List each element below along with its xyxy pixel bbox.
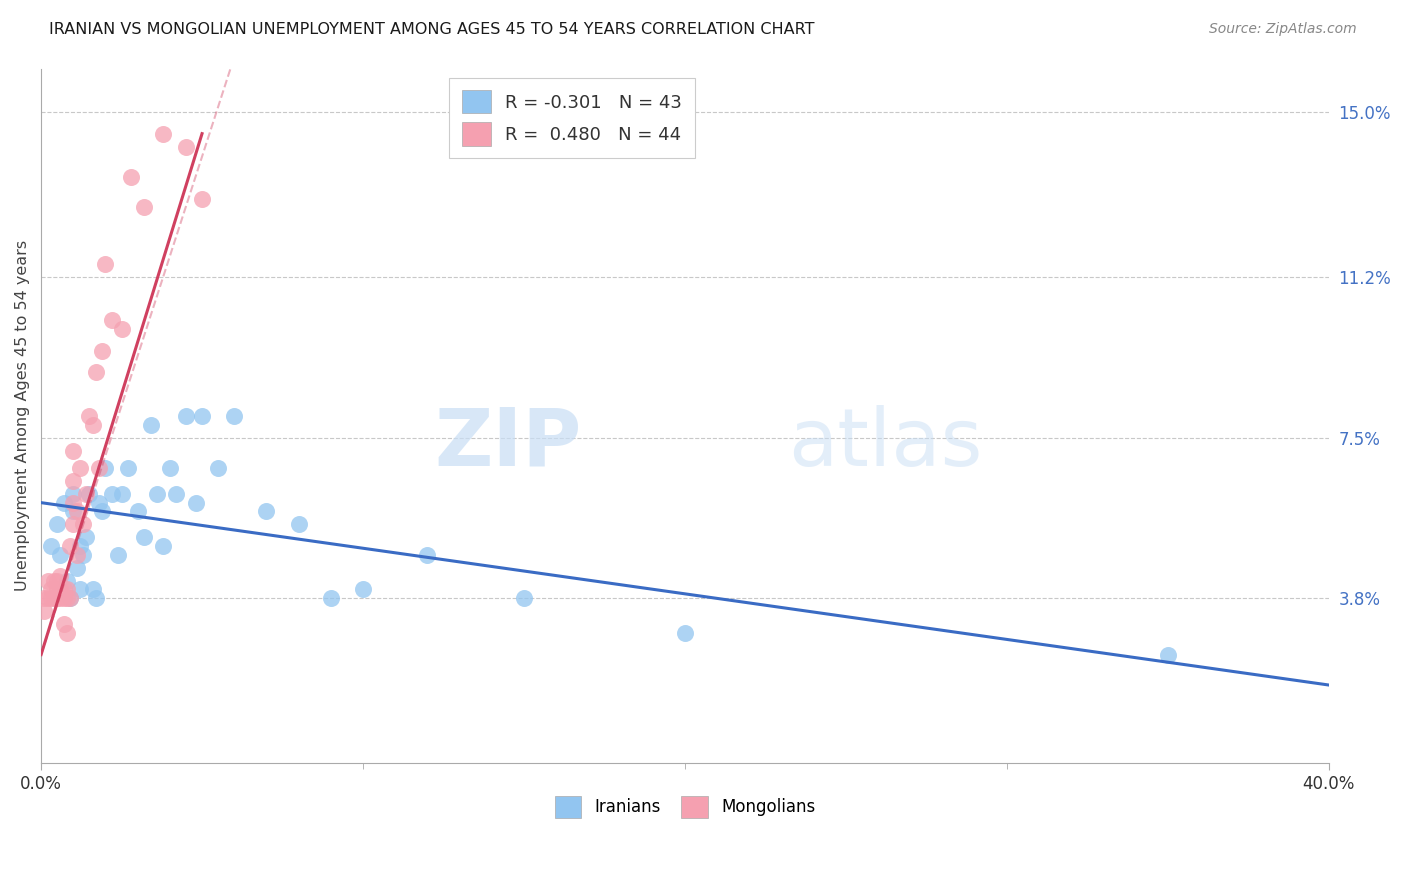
Point — [152, 127, 174, 141]
Point — [174, 409, 197, 423]
Point — [72, 517, 94, 532]
Point — [513, 591, 536, 606]
Point — [254, 504, 277, 518]
Point — [56, 626, 79, 640]
Point — [110, 487, 132, 501]
Point — [46, 582, 69, 597]
Point — [56, 591, 79, 606]
Point — [416, 548, 439, 562]
Point — [127, 504, 149, 518]
Point — [42, 591, 65, 606]
Point — [52, 617, 75, 632]
Text: Source: ZipAtlas.com: Source: ZipAtlas.com — [1209, 22, 1357, 37]
Point — [52, 591, 75, 606]
Point — [191, 409, 214, 423]
Point — [42, 574, 65, 588]
Point — [49, 582, 72, 597]
Point — [110, 322, 132, 336]
Point — [49, 548, 72, 562]
Point — [94, 461, 117, 475]
Point — [120, 169, 142, 184]
Point — [69, 461, 91, 475]
Point — [224, 409, 246, 423]
Point — [132, 201, 155, 215]
Point — [146, 487, 169, 501]
Point — [1156, 648, 1178, 662]
Point — [52, 496, 75, 510]
Point — [46, 517, 69, 532]
Text: ZIP: ZIP — [434, 405, 582, 483]
Point — [87, 496, 110, 510]
Point — [191, 192, 214, 206]
Point — [101, 487, 124, 501]
Point — [75, 530, 97, 544]
Point — [152, 539, 174, 553]
Text: IRANIAN VS MONGOLIAN UNEMPLOYMENT AMONG AGES 45 TO 54 YEARS CORRELATION CHART: IRANIAN VS MONGOLIAN UNEMPLOYMENT AMONG … — [49, 22, 814, 37]
Point — [46, 574, 69, 588]
Point — [62, 443, 84, 458]
Point — [59, 591, 82, 606]
Point — [75, 487, 97, 501]
Point — [184, 496, 207, 510]
Point — [72, 548, 94, 562]
Point — [34, 591, 56, 606]
Point — [37, 591, 59, 606]
Point — [91, 504, 114, 518]
Point — [117, 461, 139, 475]
Point — [49, 591, 72, 606]
Point — [56, 582, 79, 597]
Point — [65, 548, 87, 562]
Point — [79, 487, 101, 501]
Point — [39, 582, 62, 597]
Point — [46, 591, 69, 606]
Point — [65, 561, 87, 575]
Point — [69, 539, 91, 553]
Point — [174, 139, 197, 153]
Point — [59, 591, 82, 606]
Point — [62, 517, 84, 532]
Point — [84, 366, 107, 380]
Point — [62, 496, 84, 510]
Point — [39, 539, 62, 553]
Point — [62, 487, 84, 501]
Point — [62, 474, 84, 488]
Point — [139, 417, 162, 432]
Point — [37, 574, 59, 588]
Point — [52, 582, 75, 597]
Point — [352, 582, 374, 597]
Point — [34, 604, 56, 618]
Point — [65, 504, 87, 518]
Point — [82, 582, 104, 597]
Y-axis label: Unemployment Among Ages 45 to 54 years: Unemployment Among Ages 45 to 54 years — [15, 240, 30, 591]
Point — [165, 487, 187, 501]
Point — [87, 461, 110, 475]
Point — [207, 461, 229, 475]
Point — [39, 591, 62, 606]
Point — [59, 539, 82, 553]
Legend: Iranians, Mongolians: Iranians, Mongolians — [548, 789, 821, 824]
Point — [107, 548, 129, 562]
Point — [62, 504, 84, 518]
Point — [159, 461, 181, 475]
Point — [69, 582, 91, 597]
Point — [49, 569, 72, 583]
Point — [101, 313, 124, 327]
Text: atlas: atlas — [787, 405, 983, 483]
Point — [94, 257, 117, 271]
Point — [82, 417, 104, 432]
Point — [79, 409, 101, 423]
Point — [84, 591, 107, 606]
Point — [319, 591, 342, 606]
Point — [132, 530, 155, 544]
Point — [673, 626, 696, 640]
Point — [287, 517, 309, 532]
Point — [56, 574, 79, 588]
Point — [91, 343, 114, 358]
